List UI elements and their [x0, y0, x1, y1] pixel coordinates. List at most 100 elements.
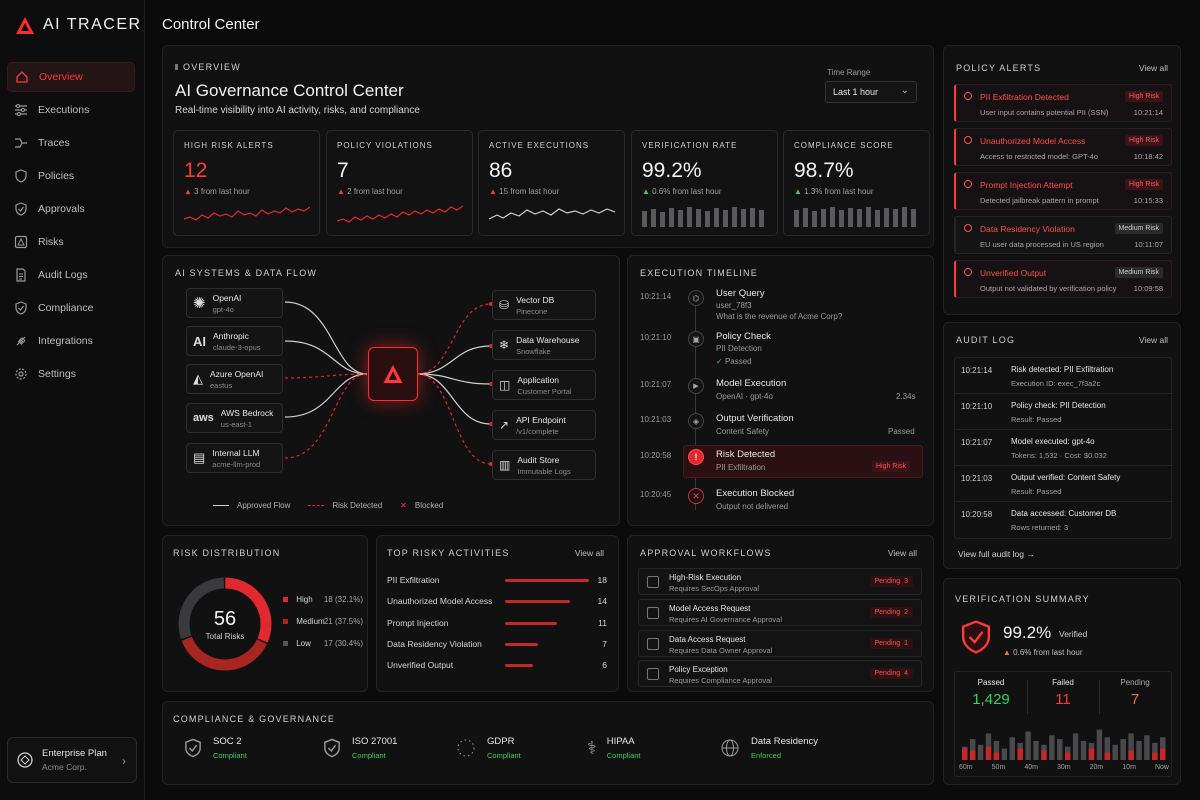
verification-bar	[1136, 741, 1142, 760]
verification-stats: Passed 1,429 Failed 11 Pending 7 60m 50m…	[954, 671, 1172, 777]
event-time: 10:20:45	[640, 490, 672, 499]
audit-detail: Rows returned: 3	[1011, 523, 1069, 532]
node-name: OpenAI	[212, 292, 242, 303]
approval-title: Model Access Request	[669, 604, 751, 613]
donut-slice-medium[interactable]	[178, 577, 272, 671]
compliance-panel: COMPLIANCE & GOVERNANCE	[162, 701, 934, 785]
warning-icon	[14, 235, 28, 249]
sidebar-item-executions[interactable]: Executions	[7, 95, 135, 125]
verification-bar	[1128, 733, 1134, 760]
approval-item[interactable]: Data Access Request Requires Data Owner A…	[638, 630, 922, 657]
event-time: 10:21:07	[640, 380, 672, 389]
alert-item[interactable]: Data Residency Violation EU user data pro…	[954, 216, 1172, 254]
view-all-link[interactable]: View all	[574, 548, 604, 558]
target-node-data-warehouse[interactable]: ❄ Data Warehouse Snowflake	[492, 330, 596, 360]
risk-badge: High Risk	[1125, 179, 1163, 190]
target-node-api-endpoint[interactable]: ↗ API Endpoint/v1/complete	[492, 410, 596, 440]
api-icon: ↗	[499, 418, 510, 432]
audit-time: 10:21:14	[961, 366, 993, 375]
node-sub: us-east-1	[220, 419, 253, 429]
source-node-azure[interactable]: ◭ Azure OpenAI eastus	[186, 364, 283, 394]
compliance-status: Enforced	[751, 751, 782, 760]
activity-count: 6	[602, 660, 607, 670]
ai-tracer-hub[interactable]	[368, 347, 418, 401]
node-name: API Endpoint	[516, 414, 566, 425]
verify-icon: ◈	[688, 413, 704, 429]
alert-item[interactable]: PII Exfiltration Detected User input cont…	[954, 84, 1172, 122]
source-node-internal-llm[interactable]: ▤ Internal LLM acme-llm-prod	[186, 443, 283, 473]
alert-item[interactable]: Unverified Output Output not validated by…	[954, 260, 1172, 298]
sidebar-item-compliance[interactable]: Compliance	[7, 293, 135, 323]
approval-item[interactable]: Model Access Request Requires AI Governan…	[638, 599, 922, 626]
approval-item[interactable]: High-Risk Execution Requires SecOps Appro…	[638, 568, 922, 595]
kpi-card-compliance-score[interactable]: COMPLIANCE SCORE 98.7% ▲ 1.3% from last …	[783, 130, 930, 236]
play-icon: ▶	[688, 378, 704, 394]
sidebar-item-approvals[interactable]: Approvals	[7, 194, 135, 224]
kpi-card-high-risk[interactable]: HIGH RISK ALERTS 12 ▲ 3 from last hour	[173, 130, 320, 236]
sidebar-item-audit-logs[interactable]: Audit Logs	[7, 260, 135, 290]
source-node-anthropic[interactable]: AI Anthropic claude-3-opus	[186, 326, 283, 356]
audit-detail: Execution ID: exec_7f3a2c	[1011, 379, 1101, 388]
document-icon	[647, 607, 659, 619]
audit-row[interactable]: 10:21:10 Policy check: PII Detection Resul…	[955, 394, 1173, 430]
sidebar-item-policies[interactable]: Policies	[7, 161, 135, 191]
alert-time: 10:18:42	[1133, 152, 1163, 161]
approval-item[interactable]: Policy Exception Requires Compliance Appr…	[638, 660, 922, 687]
activity-bar	[505, 664, 533, 667]
snowflake-icon: ❄	[499, 338, 510, 352]
kpi-card-active-executions[interactable]: ACTIVE EXECUTIONS 86 ▲ 15 from last hour	[478, 130, 625, 236]
audit-row[interactable]: 10:21:03 Output verified: Content Safety R…	[955, 466, 1173, 502]
alert-item[interactable]: Unauthorized Model Access Access to restr…	[954, 128, 1172, 166]
view-all-link[interactable]: View all	[887, 548, 917, 558]
approval-sub: Requires Compliance Approval	[669, 676, 772, 685]
source-node-aws[interactable]: aws AWS Bedrock us-east-1	[186, 403, 283, 433]
axis-tick: 30m	[1056, 764, 1071, 771]
compliance-item-iso27001[interactable]: ISO 27001 Compliant	[322, 736, 397, 760]
approval-workflows-panel: APPROVAL WORKFLOWS View all High-Risk Ex…	[627, 535, 934, 692]
activity-label: Data Residency Violation	[387, 639, 482, 649]
event-sub: Output not delivered	[716, 502, 789, 511]
kpi-card-policy-violations[interactable]: POLICY VIOLATIONS 7 ▲ 2 from last hour	[326, 130, 473, 236]
audit-row[interactable]: 10:21:07 Model executed: gpt-4o Tokens: 1,…	[955, 430, 1173, 466]
sidebar-item-integrations[interactable]: Integrations	[7, 326, 135, 356]
verification-bar	[1104, 737, 1111, 760]
compliance-item-data-residency[interactable]: Data Residency Enforced	[719, 736, 818, 760]
compliance-item-gdpr[interactable]: GDPR Compliant	[455, 736, 521, 760]
alert-item[interactable]: Prompt Injection Attempt Detected jailbre…	[954, 172, 1172, 210]
target-node-audit-store[interactable]: ▥ Audit Store Immutable Logs	[492, 450, 596, 480]
plan-card[interactable]: Enterprise Plan Acme Corp. ›	[7, 737, 137, 783]
sidebar-nav: Overview Executions Traces Policies Appr…	[7, 62, 135, 392]
approval-sub: Requires AI Governance Approval	[669, 615, 782, 624]
compliance-item-hipaa[interactable]: ⚕ HIPAA Compliant	[587, 736, 641, 760]
globe-icon	[721, 739, 739, 757]
kpi-card-verification-rate[interactable]: VERIFICATION RATE 99.2% ▲ 0.6% from last…	[631, 130, 778, 236]
sidebar-item-risks[interactable]: Risks	[7, 227, 135, 257]
sidebar-item-overview[interactable]: Overview	[7, 62, 135, 92]
time-range-select[interactable]: Last 1 hour ⌄	[825, 81, 917, 103]
sidebar-item-label: Audit Logs	[38, 269, 88, 281]
verification-failed-bar	[1128, 750, 1134, 760]
source-node-openai[interactable]: ✺ OpenAI gpt-4o	[186, 288, 283, 318]
app-logo[interactable]: AI TRACER	[16, 16, 142, 34]
view-all-link[interactable]: View all	[1138, 335, 1168, 345]
pending-badge: Pending 1	[869, 638, 913, 649]
sidebar-item-traces[interactable]: Traces	[7, 128, 135, 158]
shield-check-icon	[324, 738, 340, 758]
donut-slice-high[interactable]	[178, 577, 272, 671]
audit-row[interactable]: 10:20:58 Data accessed: Customer DB Rows r…	[955, 502, 1173, 538]
audit-row[interactable]: 10:21:14 Risk detected: PII Exfiltration E…	[955, 358, 1173, 394]
target-node-application[interactable]: ◫ Application Customer Portal	[492, 370, 596, 400]
donut-slice-low[interactable]	[178, 577, 272, 671]
view-all-link[interactable]: View all	[1138, 63, 1168, 73]
view-full-audit-log-link[interactable]: View full audit log →	[958, 549, 1035, 559]
sidebar-item-settings[interactable]: Settings	[7, 359, 135, 389]
node-name: Anthropic	[213, 330, 249, 341]
target-node-vector-db[interactable]: ⛁ Vector DB Pinecone	[492, 290, 596, 320]
gear-icon	[15, 368, 27, 380]
compliance-name: SOC 2	[213, 736, 242, 747]
compliance-item-soc2[interactable]: SOC 2 Compliant	[183, 736, 247, 760]
pending-stat: Pending 7	[1099, 678, 1171, 708]
event-title: Output Verification	[716, 413, 794, 424]
compliance-status: Compliant	[606, 751, 641, 760]
activity-count: 11	[598, 618, 607, 628]
